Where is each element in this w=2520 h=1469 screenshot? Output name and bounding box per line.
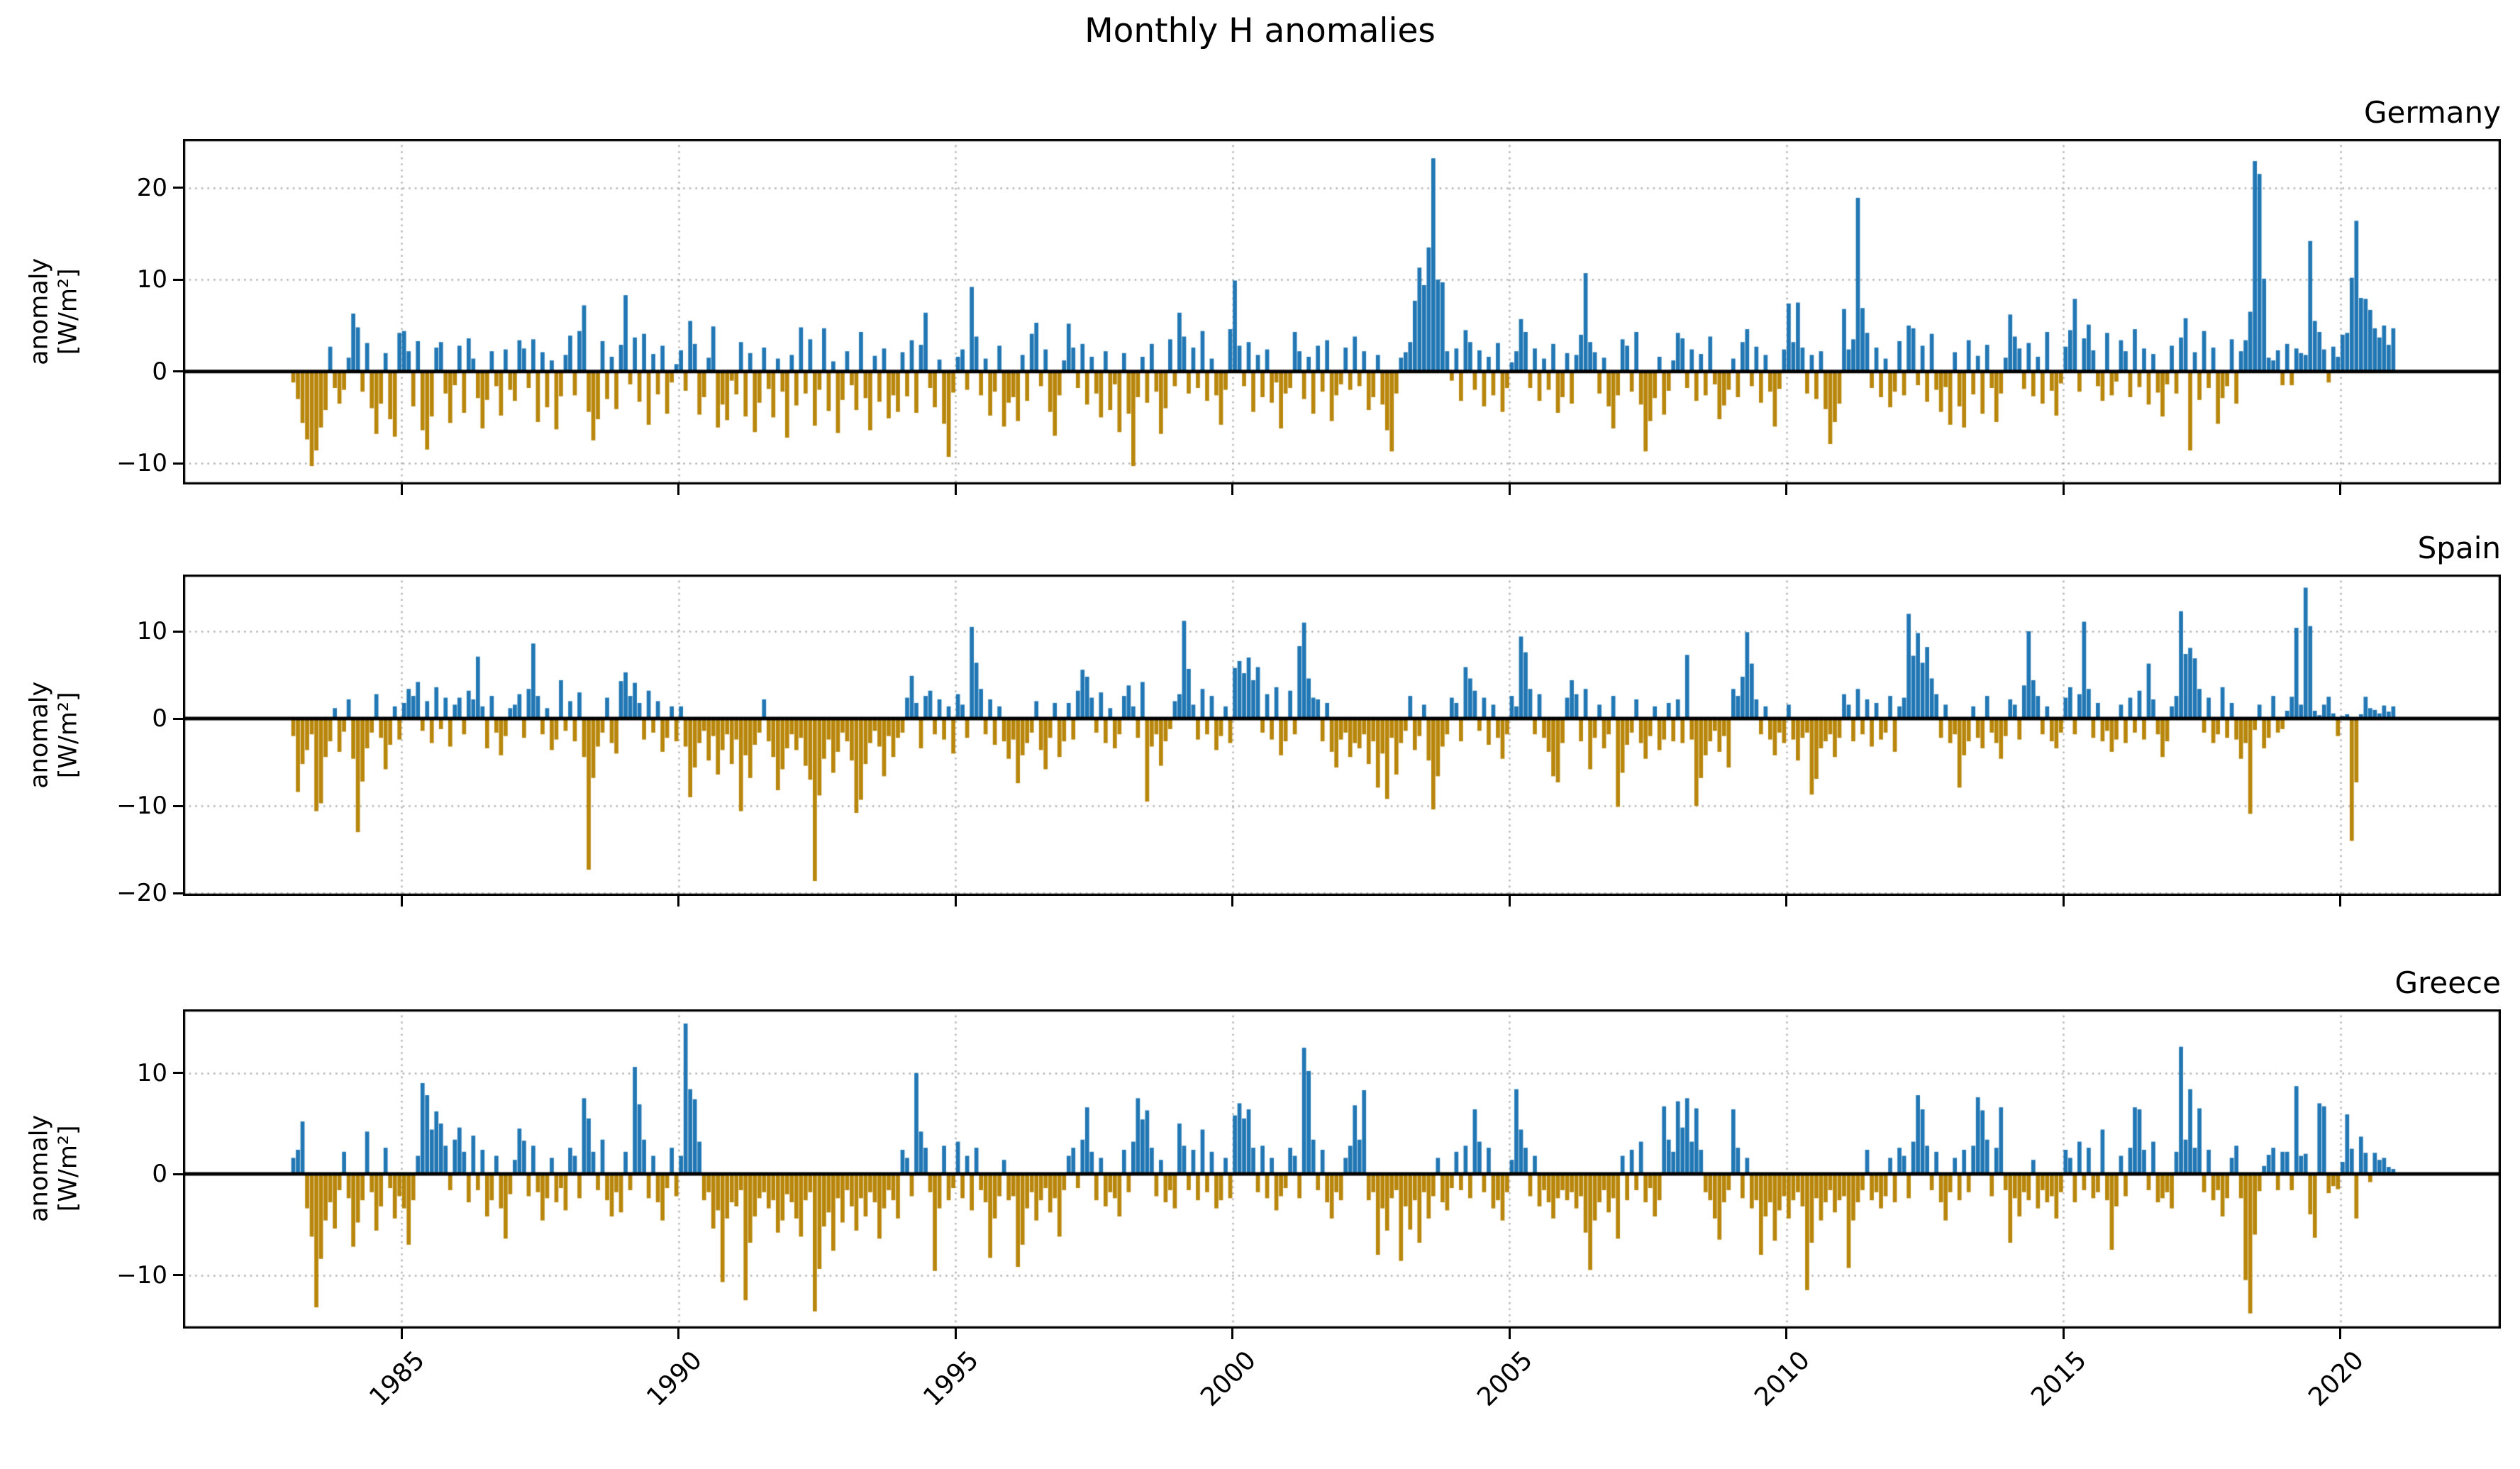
x-tick-label: 2010 bbox=[1748, 1346, 1816, 1412]
x-tick-label: 1990 bbox=[641, 1346, 708, 1412]
x-tick-mark bbox=[1231, 1329, 1234, 1339]
y-tick-mark bbox=[173, 630, 183, 633]
x-tick-mark bbox=[1785, 1329, 1788, 1339]
y-tick-label: 10 bbox=[136, 265, 167, 294]
panel-title-germany: Germany bbox=[2363, 95, 2501, 130]
x-tick-mark bbox=[2339, 484, 2342, 495]
y-tick-label: 0 bbox=[152, 704, 167, 733]
x-tick-label: 2020 bbox=[2302, 1346, 2370, 1412]
y-axis-label-line1: anomaly bbox=[25, 257, 54, 365]
y-tick-mark bbox=[173, 370, 183, 373]
x-tick-mark bbox=[1508, 896, 1511, 907]
x-tick-mark bbox=[1785, 896, 1788, 907]
x-tick-mark bbox=[1785, 484, 1788, 495]
x-tick-mark bbox=[677, 896, 680, 907]
x-tick-mark bbox=[400, 1329, 403, 1339]
y-tick-mark bbox=[173, 804, 183, 807]
bar-chart-germany bbox=[183, 139, 2501, 484]
x-tick-label: 1995 bbox=[918, 1346, 985, 1412]
y-tick-label: 0 bbox=[152, 357, 167, 386]
y-tick-mark bbox=[173, 462, 183, 465]
y-axis-label-germany: anomaly [W/m²] bbox=[26, 162, 84, 460]
x-tick-mark bbox=[1508, 484, 1511, 495]
y-tick-mark bbox=[173, 1274, 183, 1277]
x-tick-mark bbox=[954, 484, 957, 495]
x-tick-mark bbox=[1231, 896, 1234, 907]
x-tick-mark bbox=[2339, 896, 2342, 907]
x-tick-mark bbox=[2062, 1329, 2065, 1339]
bar-chart-greece bbox=[183, 1009, 2501, 1329]
x-tick-mark bbox=[2339, 1329, 2342, 1339]
y-tick-label: −20 bbox=[116, 879, 167, 908]
y-tick-label: 0 bbox=[152, 1160, 167, 1189]
x-tick-mark bbox=[954, 1329, 957, 1339]
x-tick-label: 1985 bbox=[364, 1346, 431, 1412]
panel-title-greece: Greece bbox=[2394, 965, 2501, 1000]
x-tick-mark bbox=[1508, 1329, 1511, 1339]
y-tick-mark bbox=[173, 1072, 183, 1075]
y-tick-mark bbox=[173, 187, 183, 189]
y-tick-mark bbox=[173, 278, 183, 281]
x-tick-mark bbox=[400, 896, 403, 907]
panel-title-spain: Spain bbox=[2417, 531, 2501, 565]
y-tick-label: −10 bbox=[116, 1260, 167, 1290]
x-tick-mark bbox=[677, 1329, 680, 1339]
y-tick-label: 10 bbox=[136, 1058, 167, 1087]
bar-chart-spain bbox=[183, 575, 2501, 896]
y-axis-label-line1: anomaly bbox=[25, 1114, 54, 1222]
y-tick-label: 10 bbox=[136, 617, 167, 645]
x-tick-mark bbox=[400, 484, 403, 495]
y-tick-label: 20 bbox=[136, 173, 167, 202]
x-tick-mark bbox=[2062, 484, 2065, 495]
x-tick-mark bbox=[677, 484, 680, 495]
y-tick-label: −10 bbox=[116, 792, 167, 821]
x-tick-label: 2015 bbox=[2026, 1346, 2093, 1412]
y-tick-mark bbox=[173, 892, 183, 894]
x-tick-label: 2000 bbox=[1194, 1346, 1262, 1412]
x-tick-mark bbox=[954, 896, 957, 907]
x-tick-mark bbox=[1231, 484, 1234, 495]
y-axis-label-line1: anomaly bbox=[25, 681, 54, 789]
y-tick-label: −10 bbox=[116, 449, 167, 478]
x-tick-label: 2005 bbox=[1472, 1346, 1539, 1412]
y-tick-mark bbox=[173, 717, 183, 720]
y-tick-mark bbox=[173, 1173, 183, 1175]
chart-title: Monthly H anomalies bbox=[1084, 11, 1436, 50]
x-tick-mark bbox=[2062, 896, 2065, 907]
